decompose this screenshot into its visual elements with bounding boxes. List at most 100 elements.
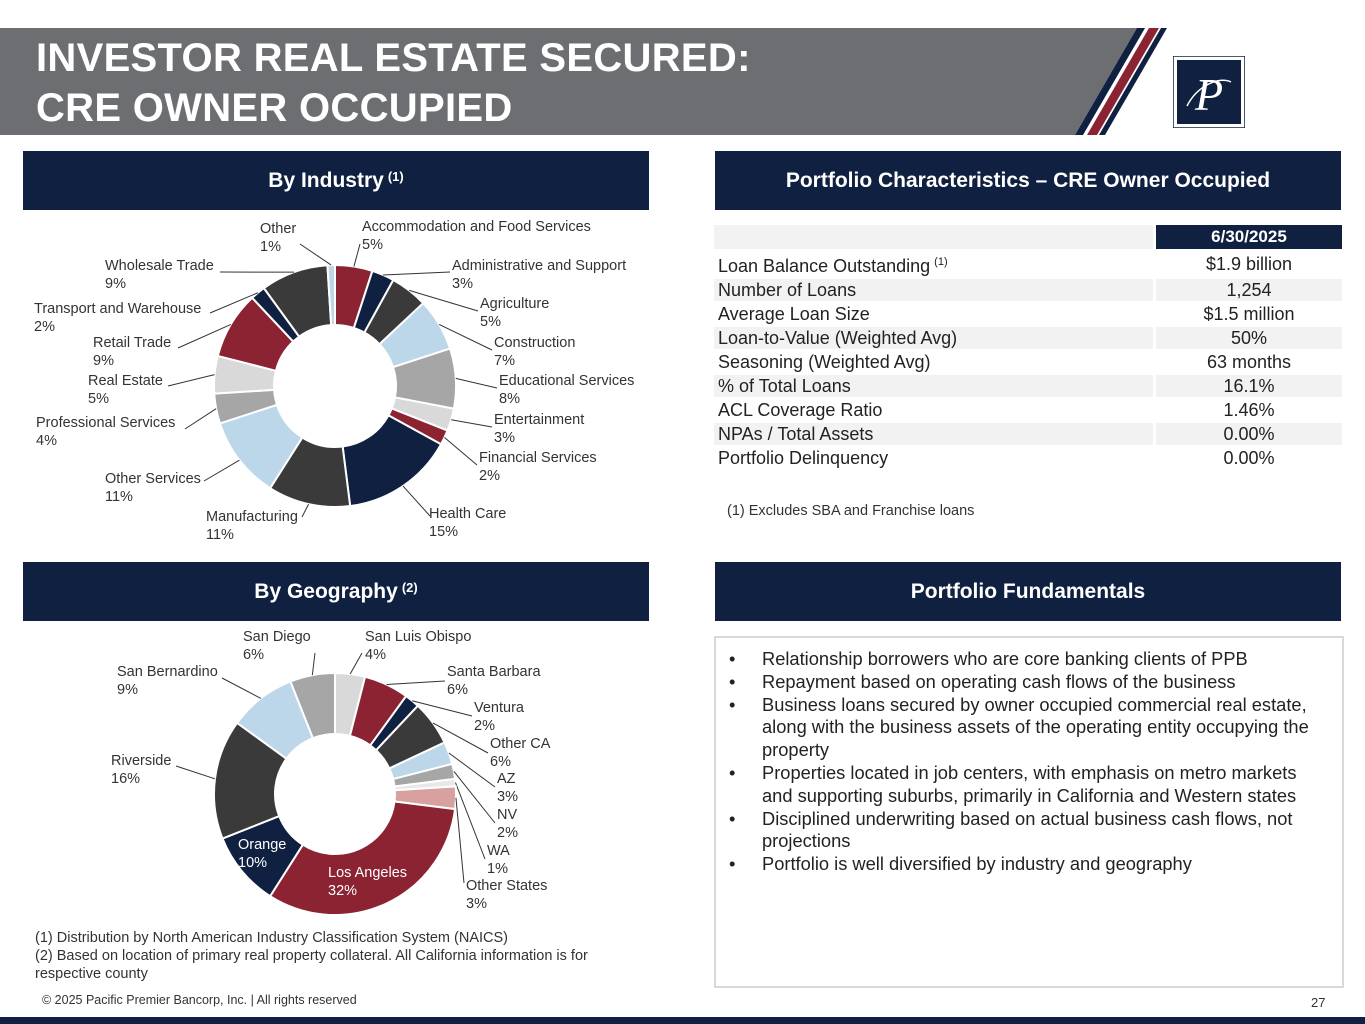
slice-label: Construction 7% [438,323,575,369]
table-row: NPAs / Total Assets 0.00% [714,423,1342,445]
table-row: Loan Balance Outstanding (1) $1.9 billion [714,251,1342,277]
leader-line [444,437,478,466]
slice-category: Construction [494,335,575,351]
leader-line [311,652,316,676]
portfolio-table: 6/30/2025 Loan Balance Outstanding (1) $1.… [714,223,1342,471]
slice-percent: 3% [466,896,487,912]
row-label: Loan-to-Value (Weighted Avg) [714,327,1153,349]
portfolio-footnote: (1) Excludes SBA and Franchise loans [727,503,975,519]
slice-category: Entertainment [494,412,584,428]
fundamentals-box: Relationship borrowers who are core bank… [714,636,1344,988]
page-number: 27 [1311,995,1326,1010]
slice-label: Accommodation and Food Services 5% [353,219,591,267]
slice-percent: 2% [34,319,55,335]
fundamentals-list: Relationship borrowers who are core bank… [716,638,1342,876]
fundamentals-bullet: Business loans secured by owner occupied… [729,694,1328,762]
slice-percent: 6% [490,754,511,770]
leader-line [453,771,496,824]
slice-label: Ventura 2% [412,700,525,734]
slice-label: Real Estate 5% [88,373,215,407]
bottom-bar [0,1017,1365,1024]
slice-label: Retail Trade 9% [93,323,232,369]
row-label: Seasoning (Weighted Avg) [714,351,1153,373]
slice-label: Other CA 6% [432,722,551,770]
copyright: © 2025 Pacific Premier Bancorp, Inc. | A… [42,993,357,1007]
portfolio-heading-text: Portfolio Characteristics – CRE Owner Oc… [785,168,1271,192]
slice-category: Other Services [105,471,201,487]
row-value: 0.00% [1153,423,1342,445]
page-title: INVESTOR REAL ESTATE SECURED: CRE OWNER … [36,33,751,133]
row-value: $1.5 million [1153,303,1342,325]
slice-category: Administrative and Support [452,258,626,274]
slice-label: Manufacturing 11% [206,503,310,543]
slice-label: Entertainment 3% [451,412,584,446]
slice-percent: 3% [494,430,515,446]
slice-category: Orange [238,837,286,853]
leader-line [301,503,310,518]
row-label-text: Average Loan Size [718,304,870,324]
slice-label: Professional Services 4% [36,408,217,449]
leader-line [209,292,259,314]
leader-line [402,485,431,517]
row-value: 16.1% [1153,375,1342,397]
leader-line [383,271,451,276]
slice-category: Health Care [429,506,506,522]
row-label-note: (1) [934,256,948,268]
slice-category: Other States [466,878,547,894]
slice-label: San Luis Obispo 4% [349,629,471,675]
fundamentals-bullet: Relationship borrowers who are core bank… [729,648,1328,671]
table-row: % of Total Loans 16.1% [714,375,1342,397]
row-value: 50% [1153,327,1342,349]
slice-category: Los Angeles [328,865,407,881]
slice-label: Educational Services 8% [455,373,634,407]
slice-label: Santa Barbara 6% [386,664,541,698]
slice-label: Los Angeles 32% [328,865,407,899]
slice-percent: 6% [447,682,468,698]
title-bar [0,28,1137,135]
geography-donut-chart: San Luis Obispo 4% Santa Barbara 6% Ventura 2… [111,629,551,916]
slice-label: WA 1% [454,782,510,877]
leader-line [175,765,216,780]
slice-percent: 1% [260,239,281,255]
donut-slice [326,263,336,327]
row-value: 63 months [1153,351,1342,373]
slice-percent: 7% [494,353,515,369]
slice-percent: 9% [117,682,138,698]
footnotes: (1) Distribution by North American Indus… [35,929,635,983]
fundamentals-bullet: Repayment based on operating cash flows … [729,671,1328,694]
row-label: Number of Loans [714,279,1153,301]
table-corner [714,225,1153,249]
slice-category: San Bernardino [117,664,218,680]
slice-label: San Diego 6% [243,629,316,676]
leader-line [432,722,489,754]
title-line-2: CRE OWNER OCCUPIED [36,86,513,130]
slice-label: Wholesale Trade 9% [105,258,295,292]
row-value: $1.9 billion [1153,251,1342,277]
leader-line [386,680,446,686]
slice-category: San Diego [243,629,311,645]
slice-percent: 8% [499,391,520,407]
slice-label: San Bernardino 9% [117,664,262,699]
portfolio-heading: Portfolio Characteristics – CRE Owner Oc… [715,151,1341,210]
row-label: Average Loan Size [714,303,1153,325]
slice-percent: 2% [474,718,495,734]
slice-category: WA [487,843,510,859]
row-value: 1,254 [1153,279,1342,301]
slice-label: Agriculture 5% [409,289,549,330]
slice-category: Riverside [111,753,171,769]
slice-percent: 5% [480,314,501,330]
slice-label: AZ 3% [448,752,518,805]
table-date-header: 6/30/2025 [1153,225,1342,249]
slice-category: Accommodation and Food Services [362,219,591,235]
table-row: Seasoning (Weighted Avg) 63 months [714,351,1342,373]
industry-donut-chart: Accommodation and Food Services5%Adminis… [34,219,634,543]
leader-line [455,797,465,884]
slice-category: NV [497,807,517,823]
slice-label: Administrative and Support 3% [383,258,626,292]
decorative-stripes [1075,28,1167,135]
geography-heading-note: (2) [401,580,418,595]
footnote-2: (2) Based on location of primary real pr… [35,948,588,982]
industry-heading-text: By Industry [268,168,384,192]
slice-category: AZ [497,771,516,787]
slice-category: Santa Barbara [447,664,541,680]
